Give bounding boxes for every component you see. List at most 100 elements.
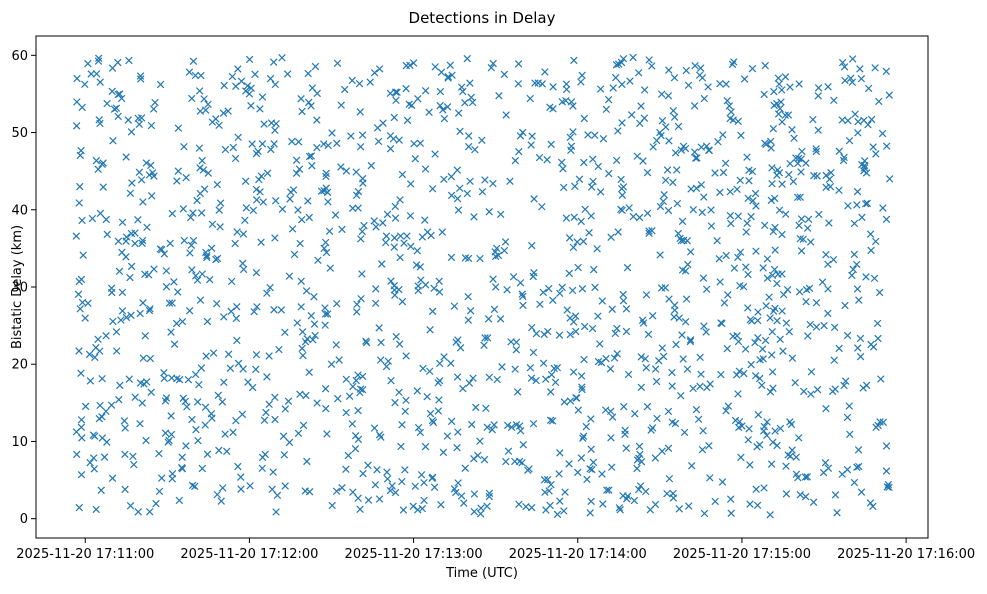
data-point-marker [574, 406, 583, 414]
data-point-marker [867, 115, 876, 124]
x-tick-label: 2025-11-20 17:16:00 [837, 547, 975, 562]
data-point-marker [478, 187, 487, 196]
data-point-marker [308, 162, 316, 170]
data-point-marker [670, 301, 679, 309]
data-point-marker [607, 233, 615, 242]
data-point-marker [435, 396, 443, 404]
data-point-marker [472, 403, 480, 412]
y-tick-label: 0 [20, 512, 28, 527]
data-point-marker [736, 248, 745, 256]
data-point-marker [785, 327, 794, 336]
data-point-marker [761, 61, 769, 70]
data-point-marker [782, 462, 790, 470]
data-point-marker [167, 328, 175, 336]
data-point-marker [623, 263, 632, 272]
data-point-marker [648, 226, 656, 235]
data-point-marker [383, 468, 391, 476]
data-point-marker [721, 159, 730, 168]
data-point-marker [452, 338, 460, 346]
data-point-marker [294, 206, 302, 214]
data-point-marker [827, 168, 835, 177]
data-point-marker [298, 328, 307, 336]
data-point-marker [98, 374, 106, 383]
data-point-marker [208, 118, 217, 126]
data-point-marker [587, 445, 595, 453]
data-point-marker [578, 385, 586, 394]
data-point-marker [870, 274, 879, 283]
data-point-marker [678, 217, 687, 226]
data-point-marker [788, 126, 796, 134]
data-point-marker [99, 183, 107, 191]
data-point-marker [131, 239, 139, 248]
data-point-marker [722, 80, 730, 88]
data-point-marker [144, 271, 153, 279]
data-point-marker [652, 377, 661, 386]
data-point-marker [453, 166, 462, 174]
data-point-marker [94, 335, 102, 344]
data-point-marker [583, 475, 591, 484]
data-point-marker [387, 376, 395, 385]
data-point-marker [466, 306, 475, 315]
data-point-marker [92, 70, 101, 78]
data-point-marker [320, 140, 328, 148]
data-point-marker [421, 281, 430, 289]
data-point-marker [515, 147, 523, 156]
data-point-marker [208, 220, 217, 229]
data-point-marker [727, 219, 735, 228]
data-point-marker [734, 117, 742, 126]
data-point-marker [582, 422, 591, 431]
data-point-marker [115, 90, 124, 98]
data-point-marker [569, 102, 577, 110]
data-point-marker [416, 139, 425, 147]
data-point-marker [72, 122, 81, 130]
data-point-marker [229, 143, 238, 152]
data-point-marker [826, 182, 835, 191]
data-point-marker [418, 233, 427, 241]
data-point-marker [777, 98, 785, 106]
data-point-marker [168, 469, 177, 478]
data-point-marker [578, 71, 586, 80]
data-point-marker [850, 250, 859, 259]
data-point-marker [304, 98, 313, 107]
data-point-marker [854, 344, 862, 352]
data-point-marker [512, 346, 521, 354]
data-point-marker [771, 246, 779, 254]
data-point-marker [135, 120, 143, 129]
data-point-marker [269, 468, 277, 476]
data-point-marker [342, 167, 351, 175]
data-point-marker [371, 299, 380, 308]
data-point-marker [690, 102, 699, 110]
data-point-marker [77, 416, 86, 424]
data-point-marker [145, 171, 154, 179]
data-point-marker [116, 381, 124, 390]
data-point-marker [453, 373, 462, 381]
data-point-marker [514, 60, 523, 68]
data-point-marker [744, 304, 752, 312]
data-point-marker [740, 369, 748, 378]
data-point-marker [74, 290, 83, 298]
data-point-marker [440, 114, 449, 123]
data-point-marker [263, 373, 271, 381]
data-point-marker [297, 303, 305, 311]
data-point-marker [268, 485, 276, 494]
data-point-marker [818, 278, 827, 286]
data-point-marker [737, 131, 745, 140]
data-point-marker [485, 373, 494, 382]
data-point-marker [161, 429, 170, 437]
data-point-marker [396, 253, 404, 262]
data-point-marker [679, 142, 688, 151]
data-point-marker [561, 488, 569, 496]
data-point-marker [606, 407, 615, 416]
data-point-marker [716, 79, 724, 88]
data-point-marker [526, 94, 534, 103]
data-point-marker [766, 511, 774, 519]
data-point-marker [284, 397, 293, 405]
data-point-marker [679, 355, 687, 363]
data-point-marker [191, 71, 200, 80]
data-point-marker [719, 168, 728, 177]
data-point-marker [220, 313, 228, 321]
data-point-marker [390, 234, 399, 242]
data-point-marker [76, 151, 85, 160]
data-point-marker [762, 302, 770, 310]
data-point-marker [213, 180, 222, 189]
